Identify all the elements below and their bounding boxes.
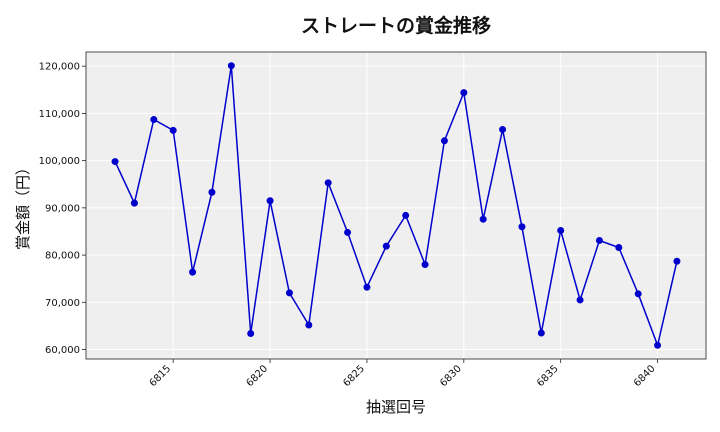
data-point xyxy=(130,199,138,207)
data-point xyxy=(402,211,410,219)
x-tick-label: 6825 xyxy=(341,363,367,389)
y-tick-label: 100,000 xyxy=(39,156,80,167)
data-point xyxy=(460,89,468,97)
data-point xyxy=(247,329,255,337)
x-tick-label: 6820 xyxy=(244,363,270,389)
data-point xyxy=(673,257,681,265)
data-point xyxy=(382,242,390,250)
y-axis-label: 賞金額（円） xyxy=(14,160,32,250)
data-point xyxy=(499,125,507,133)
plot-frame xyxy=(85,51,707,360)
data-point xyxy=(634,290,642,298)
data-point xyxy=(111,158,119,166)
data-point xyxy=(266,197,274,205)
x-tick-label: 6840 xyxy=(632,363,658,389)
data-point xyxy=(557,227,565,235)
y-tick-label: 60,000 xyxy=(45,345,80,356)
data-point xyxy=(344,228,352,236)
x-tick-label: 6835 xyxy=(535,363,561,389)
y-tick-label: 70,000 xyxy=(45,298,80,309)
plot-background xyxy=(86,52,706,359)
data-point xyxy=(576,296,584,304)
data-point xyxy=(537,329,545,337)
y-tick-label: 90,000 xyxy=(45,203,80,214)
data-point xyxy=(595,236,603,244)
data-point xyxy=(169,126,177,134)
data-point xyxy=(227,62,235,70)
data-point xyxy=(440,137,448,145)
data-point xyxy=(150,116,158,124)
data-point xyxy=(305,321,313,329)
data-point xyxy=(285,289,293,297)
chart-title: ストレートの賞金推移 xyxy=(301,14,491,37)
data-point xyxy=(421,261,429,269)
data-point xyxy=(208,188,216,196)
y-tick-label: 110,000 xyxy=(39,109,80,120)
x-tick-label: 6815 xyxy=(148,363,174,389)
grid xyxy=(86,52,706,359)
data-point xyxy=(324,179,332,187)
data-point xyxy=(189,268,197,276)
data-point xyxy=(518,223,526,231)
y-tick-label: 120,000 xyxy=(39,62,80,73)
x-axis-label: 抽選回号 xyxy=(366,398,426,416)
y-tick-label: 80,000 xyxy=(45,251,80,262)
series-line xyxy=(114,65,678,348)
data-point xyxy=(363,283,371,291)
series-layer xyxy=(111,62,681,349)
x-tick-label: 6830 xyxy=(438,363,464,389)
data-point xyxy=(479,215,487,223)
data-point xyxy=(654,341,662,349)
data-point xyxy=(615,244,623,252)
